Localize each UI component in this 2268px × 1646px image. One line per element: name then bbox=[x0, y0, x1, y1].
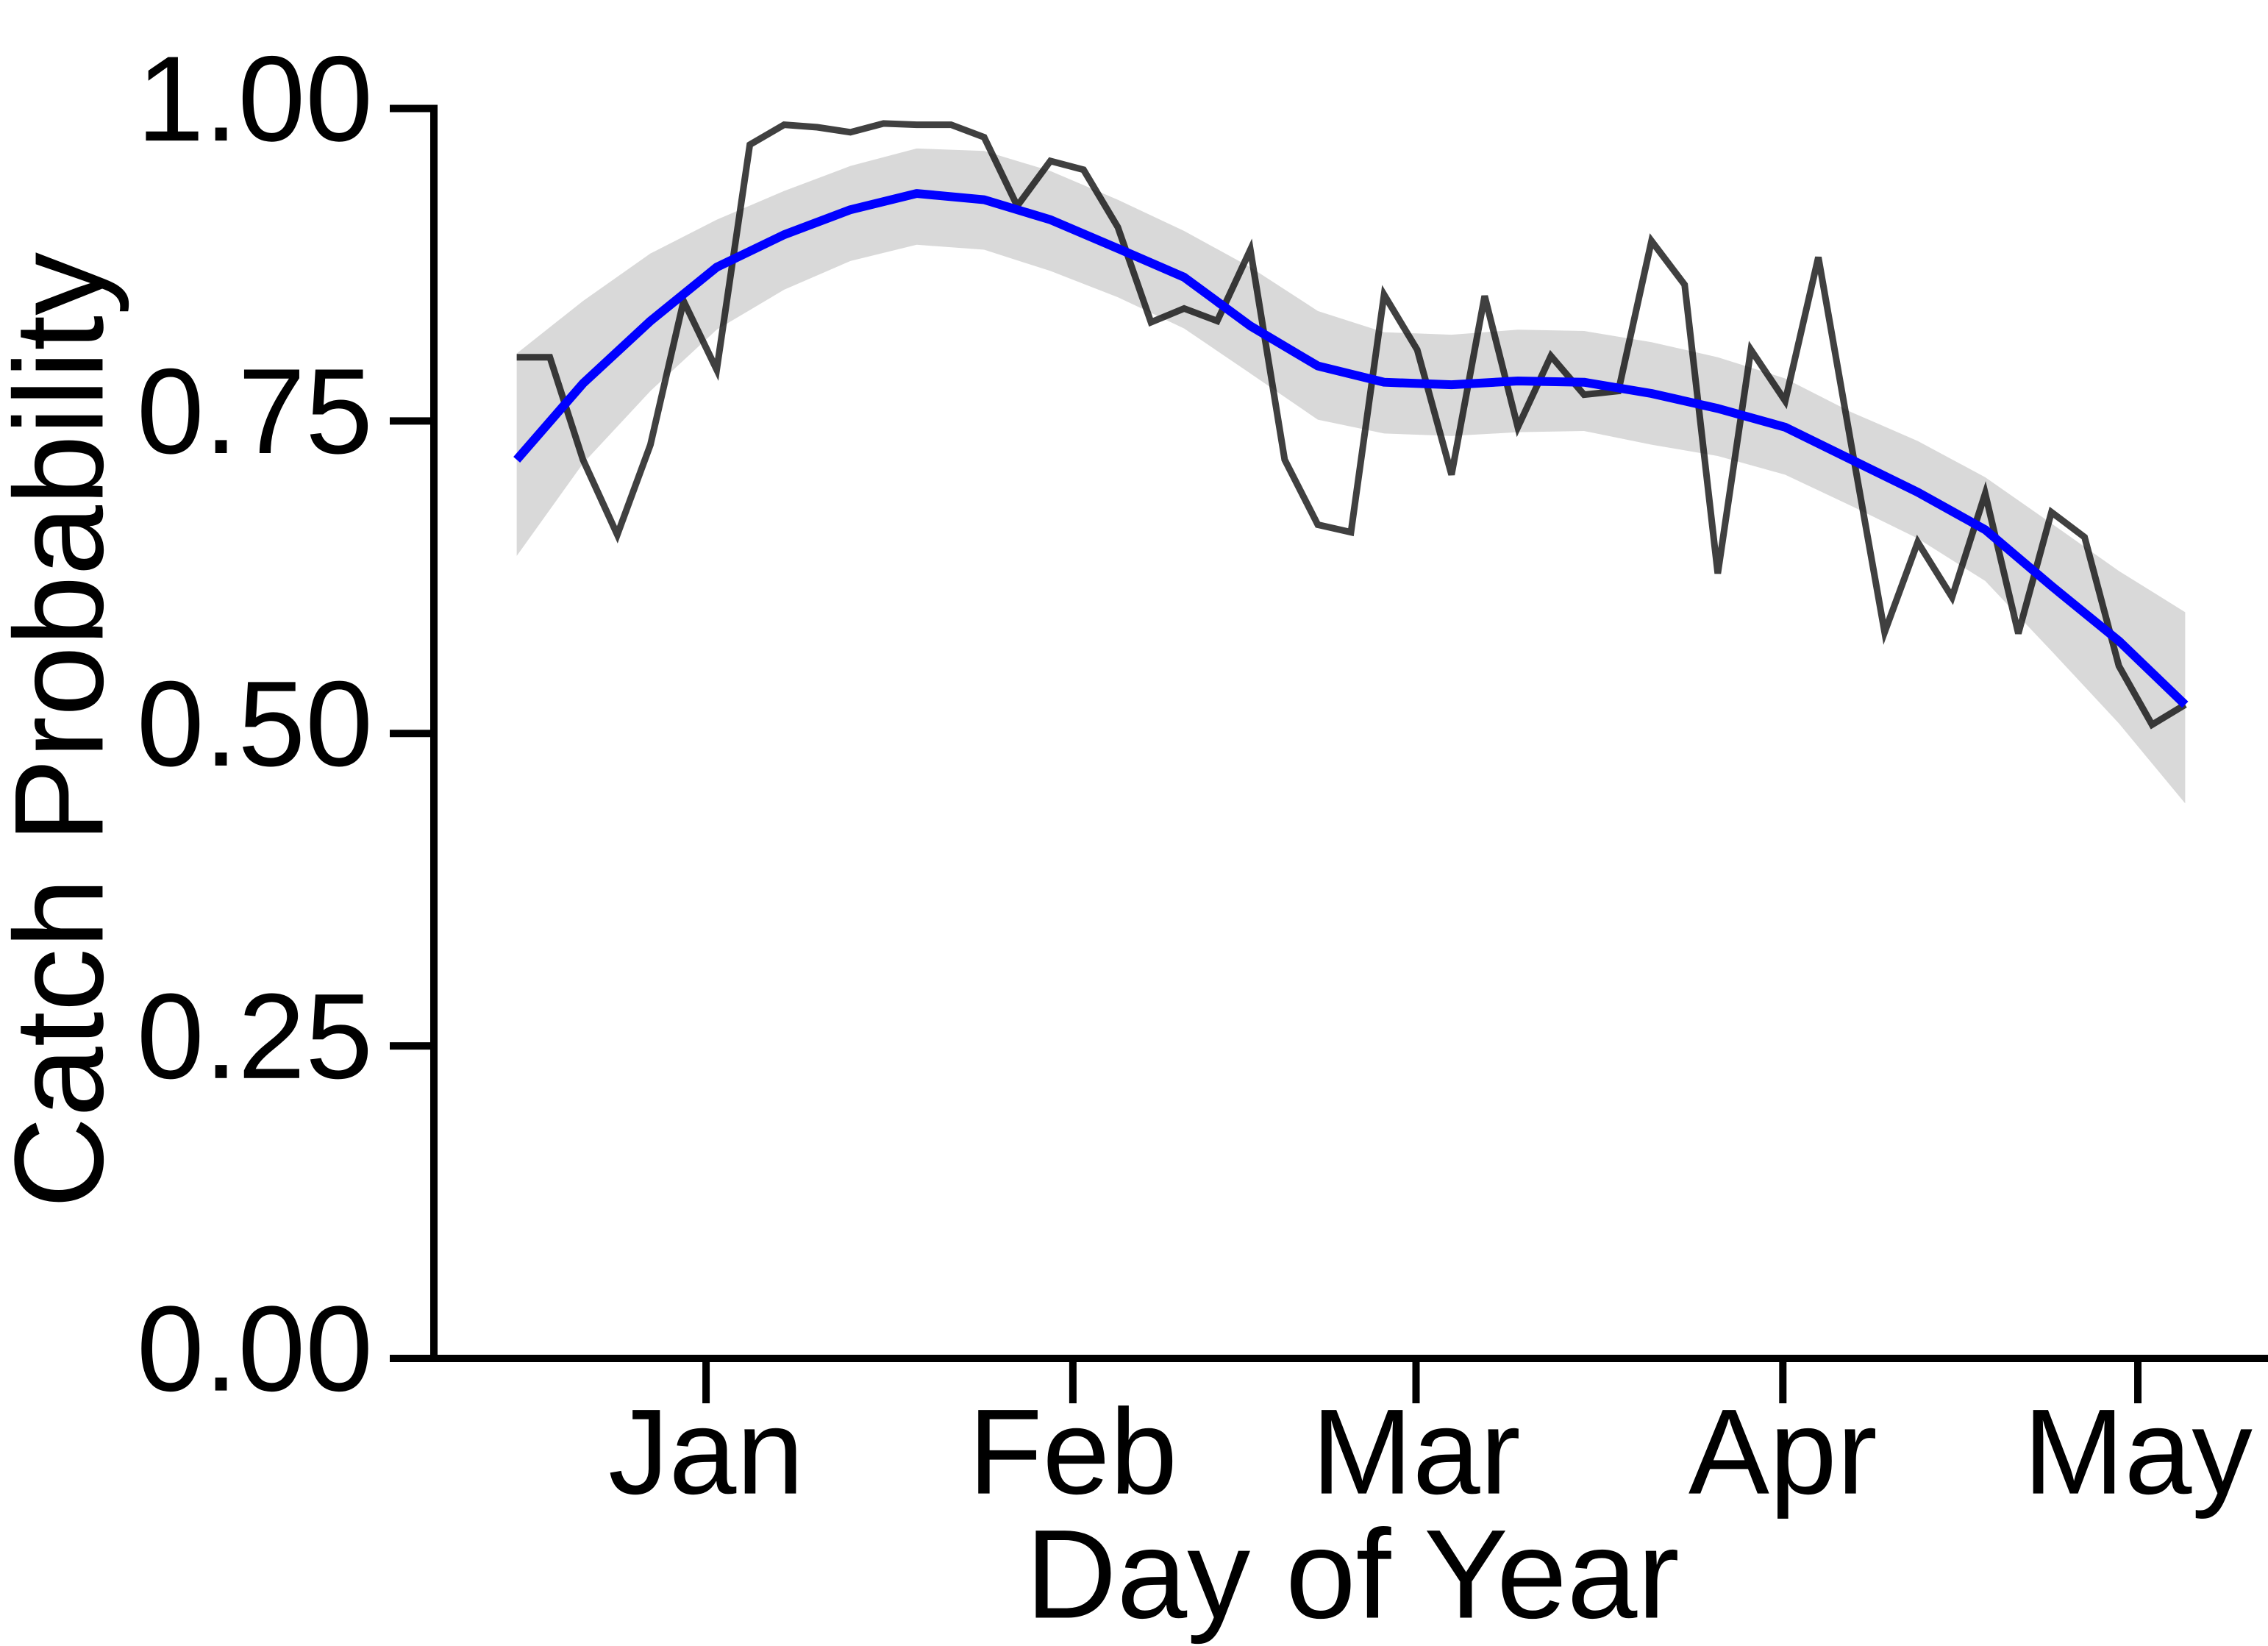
x-tick-label: Mar bbox=[1311, 1384, 1520, 1519]
data-line bbox=[516, 120, 2187, 730]
fit-line bbox=[513, 189, 2189, 708]
y-tick-label: 0.25 bbox=[137, 969, 373, 1104]
confidence-band bbox=[516, 148, 2186, 804]
x-tick-label: Jan bbox=[608, 1384, 804, 1519]
x-tick-label: Feb bbox=[969, 1384, 1177, 1519]
x-tick-label: Apr bbox=[1688, 1384, 1877, 1519]
y-axis-title: Catch Probability bbox=[0, 252, 129, 1208]
y-tick-label: 1.00 bbox=[137, 31, 373, 166]
x-axis-title: Day of Year bbox=[1025, 1503, 1679, 1645]
y-tick-label: 0.50 bbox=[137, 656, 373, 791]
y-tick-label: 0.00 bbox=[137, 1281, 373, 1417]
y-tick-label: 0.75 bbox=[137, 343, 373, 479]
x-tick-label: May bbox=[2023, 1384, 2253, 1519]
